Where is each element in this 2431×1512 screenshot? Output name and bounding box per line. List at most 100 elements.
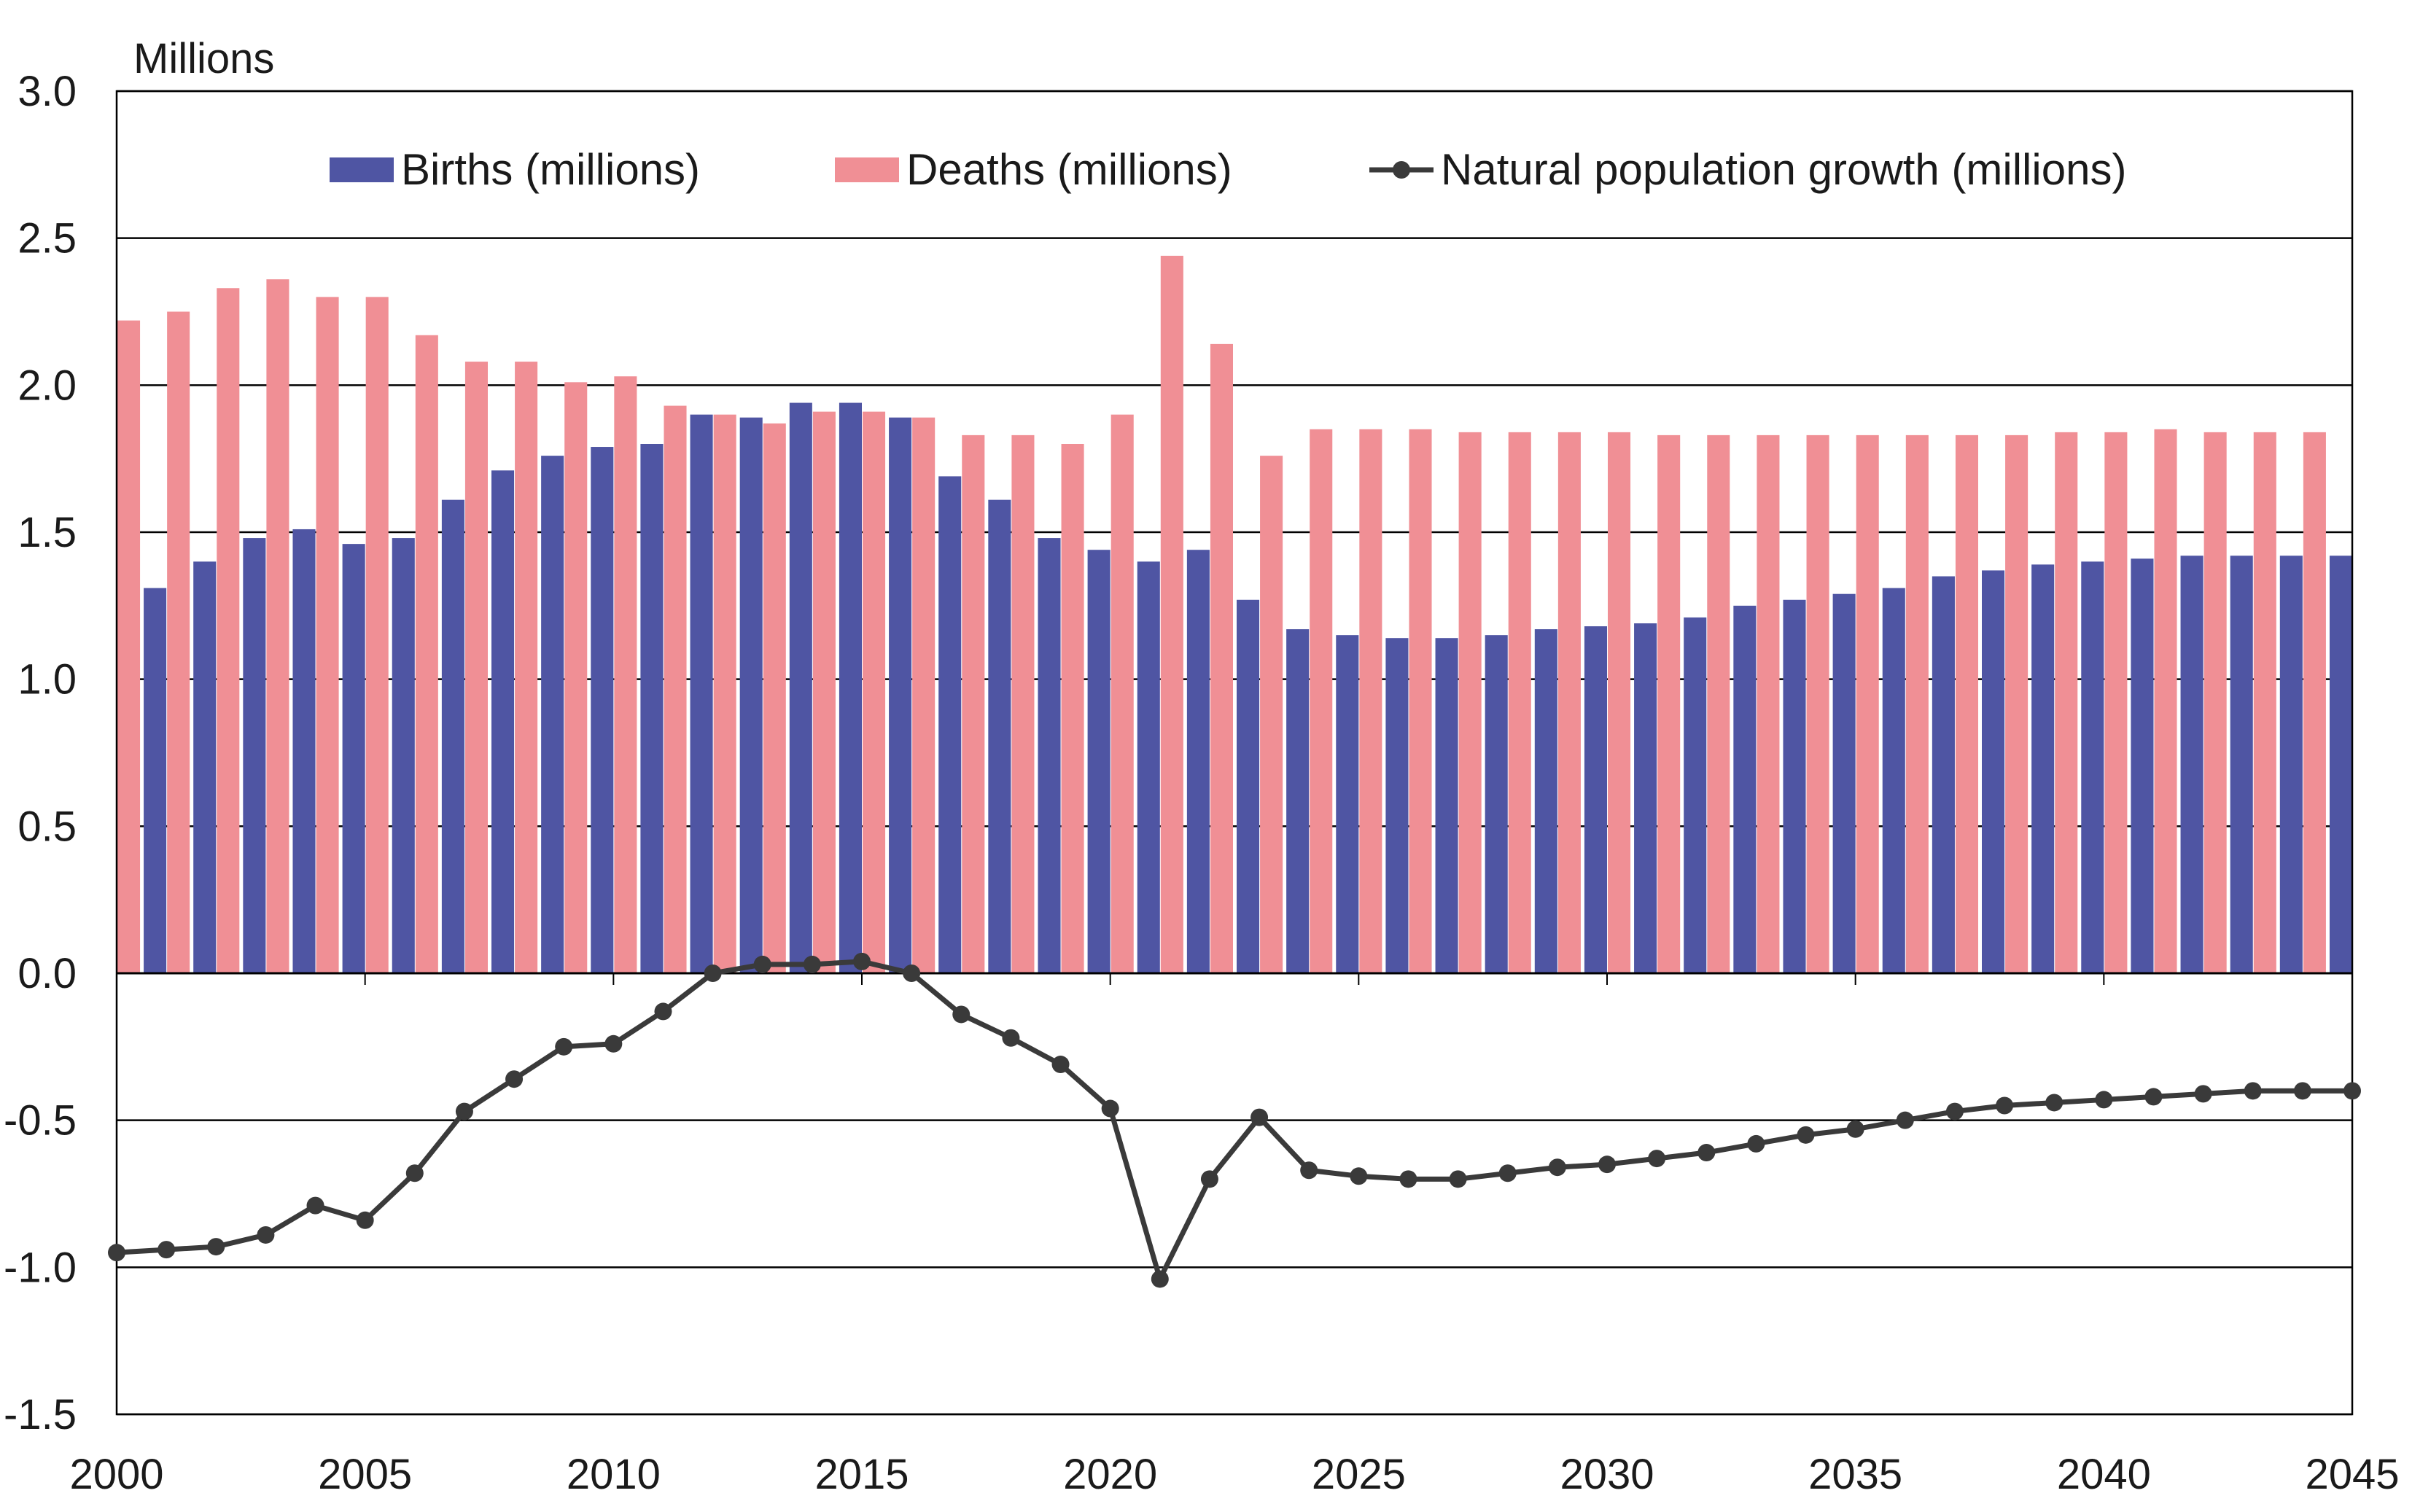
growth-point (1399, 1170, 1417, 1188)
births-bar (938, 476, 962, 973)
growth-point (555, 1037, 573, 1056)
deaths-bar (117, 320, 141, 974)
y-tick-label: 3.0 (17, 68, 77, 115)
deaths-bar (1210, 343, 1233, 973)
deaths-bar (266, 279, 289, 974)
growth-line (116, 959, 2352, 1282)
deaths-bar (1409, 429, 1432, 973)
x-tick-label: 2010 (567, 1451, 661, 1498)
deaths-bar (1608, 432, 1631, 973)
growth-point (108, 1244, 125, 1262)
deaths-bar (1310, 429, 1333, 973)
deaths-bar (415, 335, 438, 973)
growth-point (2045, 1094, 2064, 1112)
births-bar (1932, 576, 1955, 973)
legend-deaths-swatch (835, 157, 899, 182)
deaths-bar (1111, 414, 1134, 973)
births-bar (541, 456, 564, 973)
y-tick-label: 0.0 (17, 950, 77, 997)
x-tick-label: 2000 (69, 1451, 163, 1498)
deaths-bar (1557, 432, 1581, 973)
births-bar (1485, 635, 1508, 973)
growth-point (157, 1241, 176, 1259)
births-bar (839, 402, 862, 973)
deaths-bar (464, 362, 488, 974)
plot-frame (115, 90, 2354, 1416)
births-bar (690, 414, 713, 973)
y-tick-label: 0.5 (17, 803, 77, 850)
births-bar (144, 588, 167, 973)
growth-point (1896, 1111, 1914, 1129)
x-tick-label: 2030 (1560, 1451, 1654, 1498)
births-bar (988, 499, 1011, 973)
legend-growth-label: Natural population growth (millions) (1441, 145, 2126, 194)
deaths-bar (365, 297, 389, 973)
growth-point (2344, 1082, 2361, 1100)
y-tick-label: -1.0 (4, 1244, 77, 1291)
frame-layer (115, 90, 2354, 1416)
births-bar (1882, 588, 1905, 973)
growth-point (505, 1070, 524, 1088)
deaths-bar (2104, 432, 2128, 973)
deaths-bar (962, 434, 985, 973)
deaths-bar (1856, 434, 1879, 973)
growth-point (1250, 1108, 1269, 1126)
growth-point (2194, 1085, 2212, 1103)
deaths-bar (1806, 434, 1829, 973)
x-tick-label: 2040 (2057, 1451, 2151, 1498)
growth-point (1648, 1150, 1666, 1168)
births-bar (1435, 638, 1458, 973)
deaths-bar (664, 405, 687, 973)
deaths-bar (614, 376, 637, 973)
growth-point (1350, 1167, 1368, 1185)
deaths-bar (1905, 434, 1929, 973)
growth-point (2095, 1091, 2113, 1109)
births-bar (1982, 570, 2005, 973)
births-bar (2279, 556, 2303, 973)
legend: Births (millions) Deaths (millions) Natura… (330, 145, 2126, 194)
births-bar (1584, 626, 1607, 973)
growth-point (1200, 1170, 1218, 1188)
births-bar (292, 529, 316, 973)
growth-point (1498, 1164, 1517, 1182)
deaths-bar (1757, 434, 1780, 973)
births-bar (1733, 605, 1757, 973)
growth-point (1996, 1096, 2014, 1115)
y-tick-label: 2.0 (17, 362, 77, 409)
line-layer (108, 952, 2361, 1288)
growth-point (803, 955, 821, 973)
deaths-bar (564, 382, 588, 973)
growth-point (1548, 1158, 1566, 1177)
births-bar (2031, 564, 2055, 973)
births-bar (1237, 599, 1260, 973)
x-tick-label: 2025 (1312, 1451, 1406, 1498)
births-bar (1783, 599, 1806, 973)
growth-point (1151, 1270, 1169, 1288)
births-bar (441, 499, 464, 973)
growth-point (1697, 1144, 1716, 1162)
births-bar (1684, 617, 1707, 973)
growth-point (306, 1196, 324, 1215)
growth-point (1846, 1120, 1864, 1138)
y-tick-label: 1.5 (17, 509, 77, 556)
growth-point (1051, 1056, 1070, 1074)
growth-point (356, 1211, 374, 1229)
deaths-bar (812, 411, 836, 973)
deaths-bar (515, 362, 538, 974)
deaths-bar (1955, 434, 1978, 973)
growth-point (952, 1005, 971, 1024)
growth-point (903, 965, 921, 982)
growth-point (1300, 1161, 1318, 1180)
growth-point (1747, 1134, 1765, 1153)
x-tick-label: 2005 (318, 1451, 412, 1498)
growth-point (753, 955, 771, 973)
deaths-bar (2303, 432, 2326, 973)
deaths-bar (1458, 432, 1482, 973)
growth-point (1002, 1029, 1020, 1047)
births-bar (2081, 561, 2104, 973)
births-bar (1385, 638, 1409, 973)
y-tick-label: 1.0 (17, 656, 77, 704)
deaths-bar (2253, 432, 2276, 973)
